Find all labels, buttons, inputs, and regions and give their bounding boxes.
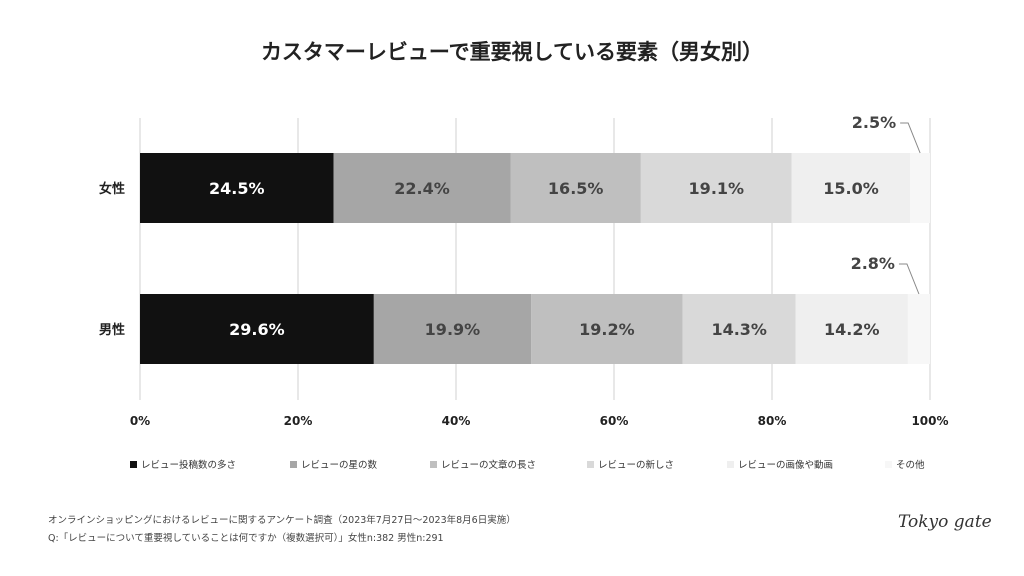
legend-label: レビューの画像や動画 <box>738 459 833 471</box>
bar-segment <box>373 294 532 364</box>
legend-label: その他 <box>896 459 925 471</box>
bar-segment <box>910 153 930 223</box>
data-label: 19.2% <box>579 320 635 339</box>
legend-swatch <box>587 461 594 468</box>
logo: Tokyo gate <box>898 512 992 532</box>
bar-segment <box>682 294 796 364</box>
data-label: 14.2% <box>824 320 880 339</box>
legend-swatch <box>885 461 892 468</box>
legend-label: レビュー投稿数の多さ <box>141 459 236 471</box>
data-label: 19.9% <box>425 320 481 339</box>
legend-label: レビューの星の数 <box>301 459 378 471</box>
x-tick-label: 20% <box>284 414 313 428</box>
x-tick-label: 60% <box>600 414 629 428</box>
legend-label: レビューの新しさ <box>598 459 674 471</box>
legend-label: レビューの文章の長さ <box>441 459 536 471</box>
leader-line <box>900 122 921 154</box>
bar-segment <box>795 294 908 364</box>
bar-segment <box>510 153 641 223</box>
bar-segment <box>640 153 792 223</box>
data-label: 24.5% <box>209 179 265 198</box>
bar-segment <box>907 294 930 364</box>
data-label: 19.1% <box>689 179 745 198</box>
bar-segment <box>791 153 911 223</box>
data-label: 16.5% <box>548 179 604 198</box>
legend-swatch <box>290 461 297 468</box>
chart-title: カスタマーレビューで重要視している要素（男女別） <box>260 40 764 64</box>
data-label: 2.8% <box>851 254 895 273</box>
x-tick-label: 100% <box>911 414 948 428</box>
x-tick-label: 0% <box>130 414 150 428</box>
x-tick-label: 40% <box>442 414 471 428</box>
leader-line <box>898 263 920 295</box>
bar-segment <box>140 294 374 364</box>
bar-segment <box>531 294 683 364</box>
data-label: 2.5% <box>852 113 896 132</box>
bar-segment <box>333 153 511 223</box>
footer-question-note: Q:「レビューについて重要視していることは何ですか（複数選択可）」女性n:382… <box>48 533 444 544</box>
data-label: 22.4% <box>394 179 450 198</box>
category-label: 女性 <box>99 181 125 197</box>
legend-swatch <box>727 461 734 468</box>
x-tick-label: 80% <box>758 414 787 428</box>
data-label: 15.0% <box>823 179 879 198</box>
category-label: 男性 <box>99 322 125 338</box>
bar-segment <box>140 153 334 223</box>
data-label: 14.3% <box>711 320 767 339</box>
legend-swatch <box>130 461 137 468</box>
footer-survey-note: オンラインショッピングにおけるレビューに関するアンケート調査（2023年7月27… <box>48 515 516 526</box>
data-label: 29.6% <box>229 320 285 339</box>
legend-swatch <box>430 461 437 468</box>
